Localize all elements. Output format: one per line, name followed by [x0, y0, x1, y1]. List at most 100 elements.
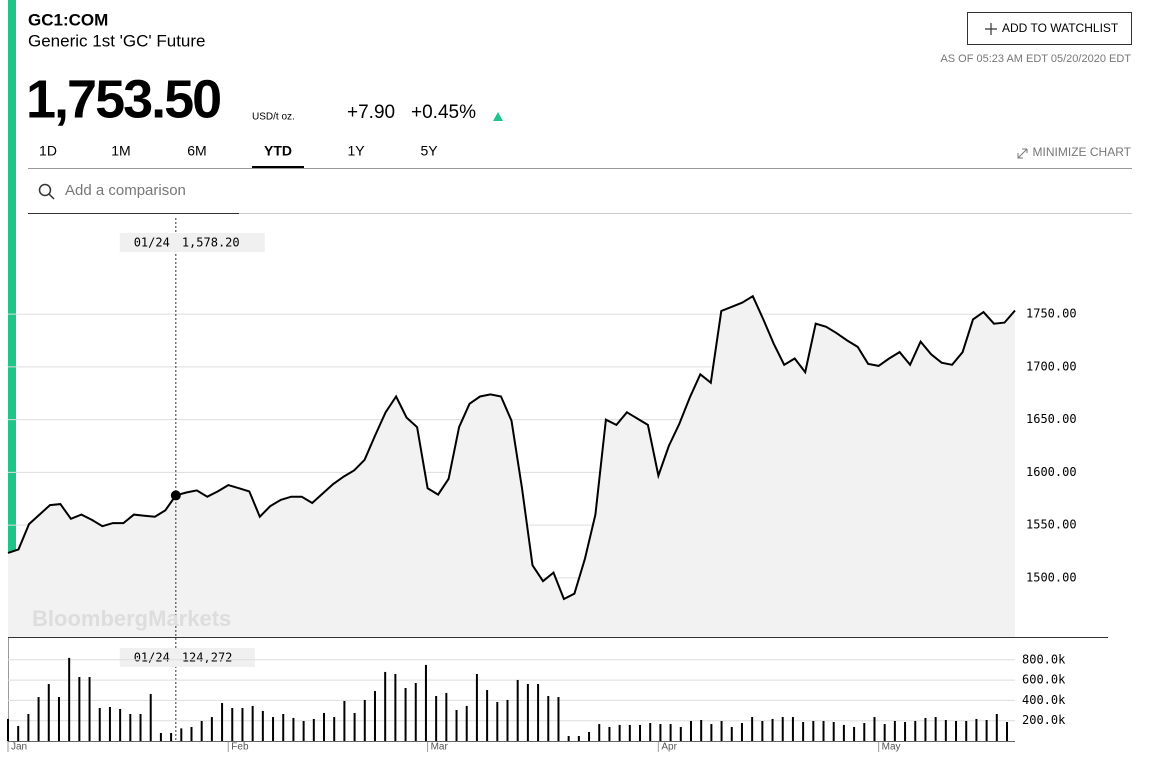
- volume-bar: [312, 718, 315, 741]
- timestamp: AS OF 05:23 AM EDT 05/20/2020 EDT: [940, 53, 1131, 65]
- volume-bar: [679, 726, 682, 741]
- volume-bar: [404, 687, 407, 741]
- range-tab[interactable]: 1D: [39, 143, 57, 159]
- minimize-chart[interactable]: MINIMIZE CHART: [1033, 145, 1132, 159]
- volume-bar: [88, 677, 91, 741]
- volume-bar: [435, 696, 438, 741]
- volume-bar: [445, 692, 448, 741]
- volume-bar: [139, 713, 142, 741]
- volume-bar: [486, 690, 489, 741]
- volume-bar: [761, 720, 764, 741]
- volume-bar: [200, 720, 203, 741]
- volume-bar: [730, 726, 733, 741]
- range-tab[interactable]: 1Y: [347, 143, 365, 159]
- range-tab[interactable]: YTD: [264, 143, 292, 159]
- tooltip-box: [119, 648, 255, 667]
- price-area: [8, 296, 1015, 637]
- volume-bar: [323, 712, 326, 741]
- volume-bar: [883, 724, 886, 741]
- volume-bar: [27, 713, 30, 741]
- volume-bar: [914, 720, 917, 741]
- x-tick-label: Apr: [661, 742, 677, 753]
- x-tick-label: Feb: [231, 742, 249, 753]
- volume-bar: [822, 720, 825, 741]
- minimize-icon: [1017, 148, 1028, 159]
- volume-bar: [832, 722, 835, 741]
- volume-bar: [669, 724, 672, 741]
- volume-bar: [842, 724, 845, 741]
- unit: USD/t oz.: [252, 112, 295, 123]
- y-tick-label: 1650.00: [1026, 412, 1077, 426]
- volume-bar: [791, 717, 794, 741]
- volume-bar: [282, 713, 285, 741]
- volume-bar: [221, 703, 224, 741]
- volume-bar: [995, 713, 998, 741]
- volume-bar: [17, 725, 20, 741]
- tooltip-date: 01/24: [134, 651, 170, 665]
- comparison-input[interactable]: Add a comparison: [65, 182, 186, 199]
- volume-bar: [261, 710, 264, 741]
- volume-bar: [231, 707, 234, 741]
- volume-bar: [710, 724, 713, 741]
- volume-bar: [781, 717, 784, 741]
- volume-bar: [292, 717, 295, 741]
- tooltip-box: [119, 233, 265, 252]
- volume-bar: [598, 724, 601, 741]
- volume-bar: [302, 720, 305, 741]
- x-tick-label: Jan: [11, 742, 27, 753]
- volume-bar: [129, 713, 132, 741]
- volume-bar: [159, 732, 162, 741]
- y-tick-label: 1700.00: [1026, 359, 1077, 373]
- x-tick-label: Mar: [431, 742, 449, 753]
- volume-bar: [771, 718, 774, 741]
- volume-bar: [904, 722, 907, 741]
- volume-bar: [628, 724, 631, 741]
- y-tick-label: 400.0k: [1022, 693, 1066, 707]
- volume-bar: [802, 722, 805, 741]
- range-tab[interactable]: 5Y: [420, 143, 438, 159]
- volume-bar: [944, 719, 947, 741]
- volume-bar: [873, 717, 876, 741]
- tooltip-date: 01/24: [134, 236, 170, 250]
- volume-bar: [659, 724, 662, 741]
- active-tab-underline: [252, 166, 304, 169]
- volume-bar: [1006, 722, 1008, 741]
- volume-bar: [37, 697, 40, 741]
- range-tabs: 1D 1M 6M YTD 1Y 5Y: [39, 143, 438, 169]
- volume-bar: [812, 720, 815, 741]
- tooltip-price: 1,578.20: [182, 236, 240, 250]
- volume-bar: [853, 726, 856, 741]
- volume-bar: [98, 707, 101, 741]
- volume-bar: [965, 720, 968, 741]
- volume-bar: [108, 706, 111, 741]
- volume-bar: [975, 718, 978, 741]
- volume-bar: [934, 717, 937, 741]
- volume-bar: [170, 732, 173, 741]
- volume-bar: [394, 673, 397, 741]
- y-tick-label: 800.0k: [1022, 652, 1066, 666]
- charts: 1500.00 1550.00 1600.00 1650.00 1700.00 1750.…: [7, 218, 1108, 753]
- volume-bar: [608, 726, 611, 741]
- change: +7.90: [347, 102, 395, 123]
- volume-bar: [567, 736, 570, 741]
- volume-bar: [414, 683, 417, 741]
- volume-bar: [547, 696, 550, 741]
- volume-bar: [689, 720, 692, 741]
- change-pct: +0.45%: [411, 102, 476, 123]
- range-tab[interactable]: 6M: [187, 143, 206, 159]
- volume-bar: [210, 717, 213, 741]
- volume-bar: [720, 720, 723, 741]
- volume-bar: [119, 709, 122, 741]
- volume-bar: [740, 723, 743, 741]
- volume-bar: [251, 705, 254, 741]
- volume-bar: [465, 705, 468, 741]
- range-tab[interactable]: 1M: [111, 143, 130, 159]
- watchlist-button[interactable]: ADD TO WATCHLIST: [967, 12, 1132, 45]
- volume-bar: [190, 726, 193, 741]
- volume-bar: [149, 693, 152, 741]
- volume-bar: [893, 720, 896, 741]
- volume-bar: [526, 684, 529, 741]
- button-label[interactable]: ADD TO WATCHLIST: [1002, 21, 1119, 35]
- volume-bar: [47, 684, 50, 741]
